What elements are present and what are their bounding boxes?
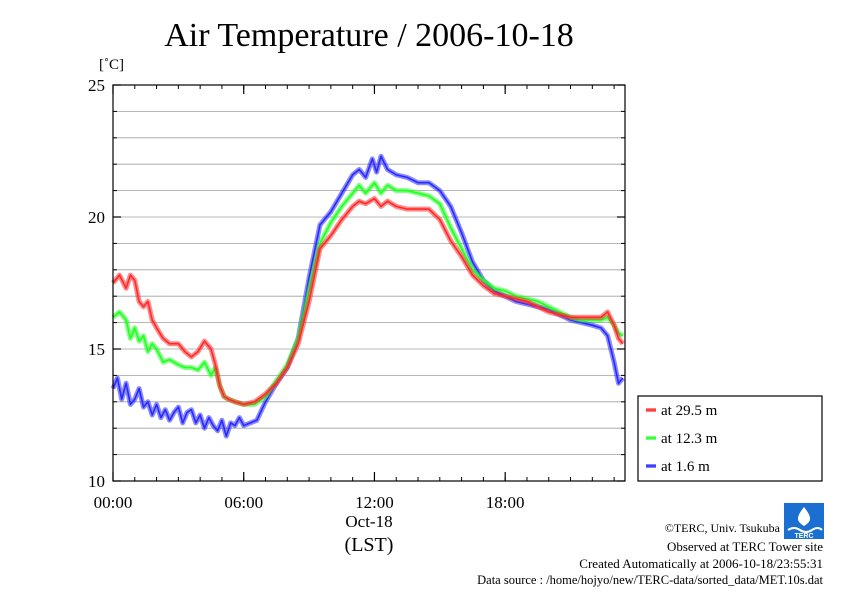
- plot-frame: [112, 84, 626, 482]
- series-line-halo: [111, 180, 625, 407]
- x-tick-label: 00:00: [94, 493, 133, 512]
- series-line: [112, 181, 624, 406]
- y-tick-label: 15: [88, 340, 105, 359]
- x-tick-label: 12:00: [355, 493, 394, 512]
- y-tick-label: 10: [88, 472, 105, 491]
- chart-title: Air Temperature / 2006-10-18: [164, 17, 574, 54]
- legend: at 29.5 m at 12.3 m at 1.6 m: [637, 395, 823, 482]
- x-tick-label: 06:00: [224, 493, 263, 512]
- legend-label: at 29.5 m: [661, 403, 718, 419]
- credit-created: Created Automatically at 2006-10-18/23:5…: [579, 556, 823, 571]
- credit-source: Data source : /home/hojyo/new/TERC-data/…: [477, 573, 823, 587]
- legend-label: at 1.6 m: [661, 459, 710, 475]
- grid: [113, 111, 625, 456]
- terc-logo: TERC: [784, 503, 824, 540]
- credit-site: Observed at TERC Tower site: [667, 539, 823, 554]
- y-axis-unit-label: [˚C]: [99, 57, 124, 73]
- x-date-label: Oct-18: [345, 512, 392, 531]
- x-axis-label: (LST): [345, 534, 394, 556]
- y-tick-label: 25: [88, 76, 105, 95]
- legend-label: at 12.3 m: [661, 431, 718, 447]
- series-line: [112, 197, 624, 406]
- axis-ticks: 10 15 20 25 00:00 06:00 12:00 18:00: [88, 76, 625, 512]
- credit-copyright: ©TERC, Univ. Tsukuba: [665, 521, 781, 535]
- series-layer: [110, 153, 625, 439]
- legend-box: [637, 395, 823, 482]
- y-tick-label: 20: [88, 208, 105, 227]
- logo-text: TERC: [794, 533, 813, 540]
- x-tick-label: 18:00: [486, 493, 525, 512]
- series-line-halo: [111, 196, 625, 407]
